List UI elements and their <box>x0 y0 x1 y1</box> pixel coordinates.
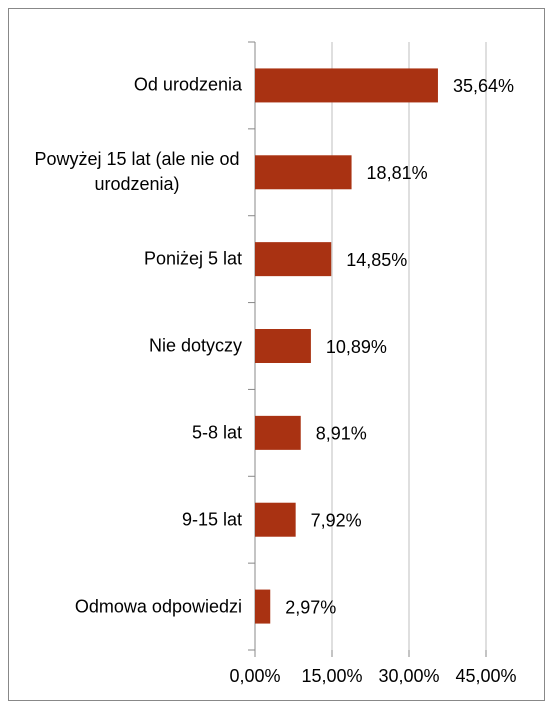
value-label: 18,81% <box>367 163 428 183</box>
y-tick-label: Od urodzenia <box>133 74 242 95</box>
bar <box>255 415 301 450</box>
y-tick-label: Poniżej 5 lat <box>143 248 242 269</box>
value-label: 2,97% <box>285 597 336 617</box>
value-label: 8,91% <box>316 424 367 444</box>
x-tick-label: 15,00% <box>301 666 362 686</box>
category-label-box: Poniżej 5 lat <box>2 247 242 272</box>
bar <box>255 68 438 103</box>
x-tick-label: 45,00% <box>455 666 516 686</box>
y-tick-label: Nie dotyczy <box>148 335 242 356</box>
bar <box>255 329 311 363</box>
y-tick-label: Odmowa odpowiedzi <box>74 596 242 617</box>
bar <box>255 502 296 537</box>
category-label-box: 5-8 lat <box>2 420 242 445</box>
bar <box>255 242 332 277</box>
y-tick-label: 5-8 lat <box>191 422 242 443</box>
category-label-box: Nie dotyczy <box>2 334 242 359</box>
bar <box>255 155 352 190</box>
category-label-box: Od urodzenia <box>2 73 242 98</box>
category-label-box: Powyżej 15 lat (ale nie od urodzenia) <box>2 147 242 197</box>
x-tick-label: 30,00% <box>378 666 439 686</box>
category-label-box: Odmowa odpowiedzi <box>2 594 242 619</box>
value-label: 14,85% <box>346 250 407 270</box>
chart-border <box>8 8 545 701</box>
value-label: 7,92% <box>311 510 362 530</box>
value-label: 35,64% <box>453 76 514 96</box>
y-tick-label: 9-15 lat <box>181 509 242 530</box>
bar <box>255 589 271 624</box>
x-tick-label: 0,00% <box>229 666 280 686</box>
y-tick-label: Powyżej 15 lat (ale nie od urodzenia) <box>34 149 240 195</box>
value-label: 10,89% <box>326 337 387 357</box>
category-label-box: 9-15 lat <box>2 507 242 532</box>
